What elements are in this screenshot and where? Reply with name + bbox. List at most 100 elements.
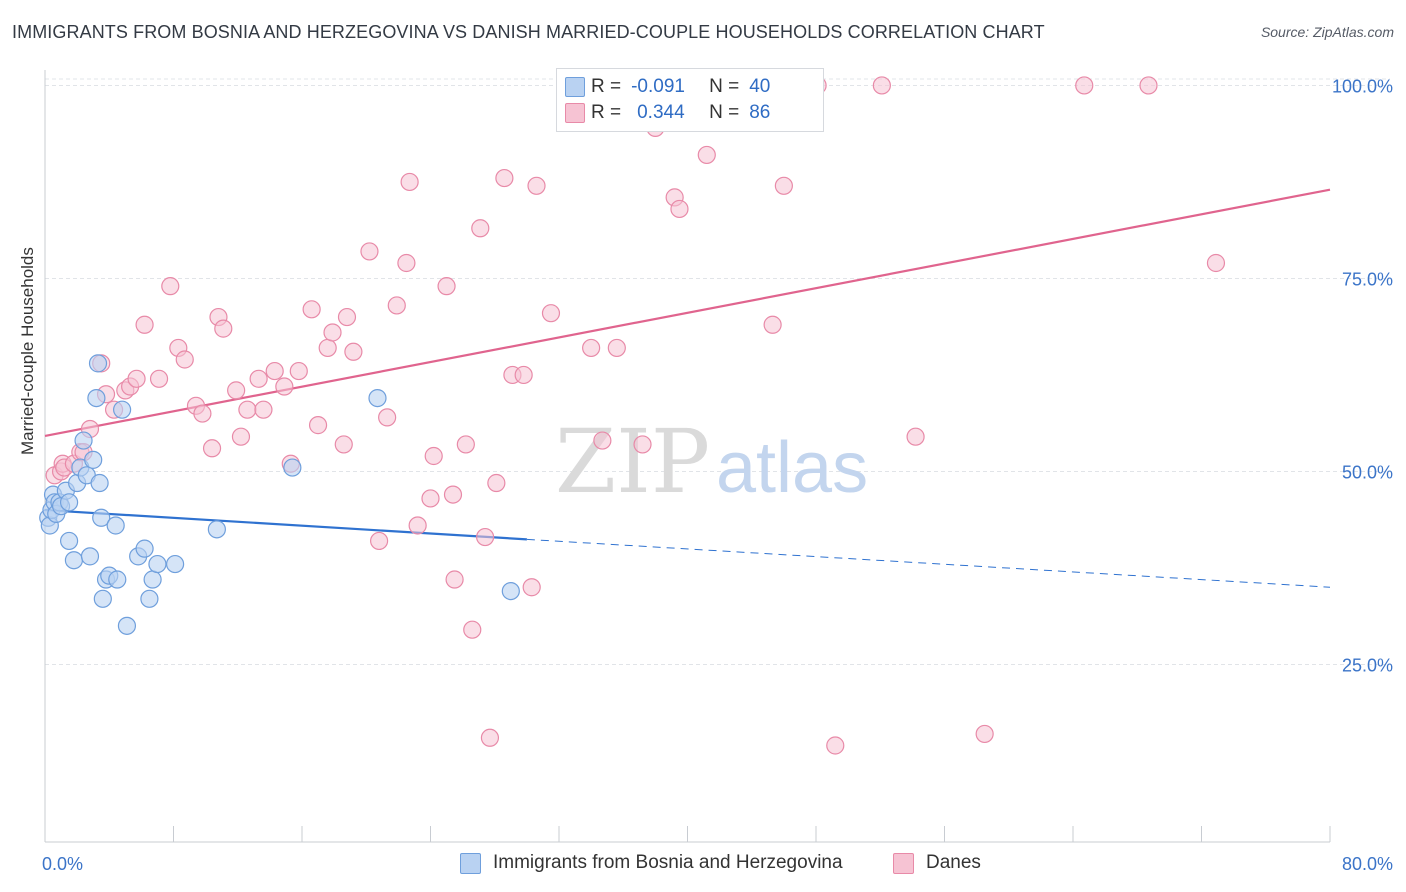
danes-point [302, 300, 321, 319]
danes-point [318, 338, 337, 358]
source-label: Source: ZipAtlas.com [1260, 24, 1394, 40]
danes-point [975, 724, 994, 744]
legend-item-danes: Danes [893, 852, 981, 874]
legend-r-label: R = [591, 76, 622, 97]
danes-point [400, 172, 419, 192]
bosnia-point [140, 589, 159, 608]
danes-point [906, 427, 925, 446]
x-tick-label: 0.0% [42, 854, 83, 874]
gridlines [45, 78, 1390, 665]
danes-point [872, 76, 891, 95]
danes-point [424, 446, 443, 466]
legend-item-bosnia: Immigrants from Bosnia and Herzegovina [460, 852, 843, 874]
bosnia-point [143, 570, 162, 589]
legend-r-label: R = [591, 102, 622, 123]
chart-title: IMMIGRANTS FROM BOSNIA AND HERZEGOVINA V… [12, 22, 1045, 42]
danes-point [437, 277, 456, 296]
y-tick-label: 100.0% [1332, 76, 1393, 96]
legend-n-value: 40 [749, 76, 771, 97]
legend-row-danes: R = 0.344 N = 86 [565, 100, 771, 126]
watermark-atlas: atlas [716, 428, 868, 508]
danes-point [443, 485, 463, 504]
legend-label-bosnia: Immigrants from Bosnia and Herzegovina [493, 852, 843, 873]
danes-point [522, 578, 541, 597]
legend-row-bosnia: R = -0.091 N = 40 [565, 74, 771, 100]
danes-point [127, 369, 146, 388]
danes-point [249, 369, 268, 388]
bosnia-point [283, 458, 302, 477]
danes-point [445, 570, 464, 589]
y-tick-label: 50.0% [1342, 462, 1393, 482]
danes-point [275, 377, 294, 396]
legend-r-value: 0.344 [637, 102, 685, 123]
bosnia-point [108, 570, 127, 589]
danes-point [763, 315, 782, 334]
bosnia-point [501, 581, 520, 601]
danes-point [323, 323, 342, 342]
y-axis-label: Married-couple Households [18, 247, 37, 455]
bosnia-point [112, 400, 132, 419]
legend-n-label: N = [709, 76, 740, 97]
bosnia-point [117, 616, 137, 635]
danes-point [202, 439, 222, 458]
trend-lines [44, 188, 1331, 588]
axes [44, 70, 1331, 843]
danes-point [337, 307, 357, 327]
danes-point [175, 350, 194, 369]
danes-point [697, 145, 716, 165]
danes-point [826, 736, 845, 755]
bosnia-points [39, 354, 520, 635]
legend-swatch-blue [565, 77, 585, 97]
danes-point [254, 400, 273, 419]
bosnia-point [92, 508, 111, 527]
legend-r-value: -0.091 [631, 76, 685, 97]
bosnia-point [84, 450, 103, 469]
danes-point [378, 408, 397, 427]
legend-label-danes: Danes [926, 852, 981, 873]
bosnia-point [166, 554, 185, 574]
bosnia-point [135, 539, 154, 558]
bosnia-point [74, 431, 93, 450]
correlation-legend: R = -0.091 N = 40 R = 0.344 N = 86 [556, 68, 824, 132]
danes-point [421, 489, 440, 508]
danes-point [476, 527, 495, 547]
danes-point [289, 361, 308, 381]
tick-labels: 25.0% 50.0% 75.0% 100.0% 0.0% 80.0% [42, 76, 1393, 874]
bosnia-point [59, 493, 79, 512]
legend-n-value: 86 [749, 102, 771, 123]
danes-point [495, 168, 514, 188]
danes-point [487, 473, 506, 493]
danes-point [387, 296, 406, 315]
bosnia-point [106, 516, 125, 535]
danes-point [774, 176, 793, 195]
danes-point [370, 531, 389, 551]
danes-point [582, 338, 601, 358]
bosnia-trend-extension [526, 538, 1331, 588]
danes-point [135, 315, 154, 334]
danes-point [161, 277, 180, 296]
danes-point [149, 369, 169, 388]
danes-point [514, 365, 533, 385]
danes-point [238, 400, 257, 419]
danes-point [308, 416, 328, 435]
watermark-zip: ZIP [555, 410, 710, 513]
danes-point [541, 304, 561, 323]
x-tick-label: 80.0% [1342, 854, 1393, 874]
y-tick-label: 25.0% [1342, 655, 1393, 675]
danes-point [593, 431, 612, 450]
danes-point [480, 728, 500, 747]
bosnia-point [88, 354, 108, 373]
bosnia-point [64, 551, 84, 570]
danes-point [1139, 76, 1158, 95]
danes-point [193, 404, 212, 423]
danes-point [408, 516, 427, 535]
danes-point [344, 342, 363, 361]
danes-point [607, 338, 626, 358]
danes-point [397, 253, 416, 273]
danes-point [231, 427, 251, 446]
bosnia-trend-line [44, 508, 527, 541]
legend-swatch-pink [893, 852, 914, 874]
bosnia-point [59, 531, 79, 551]
danes-point [1075, 76, 1094, 95]
